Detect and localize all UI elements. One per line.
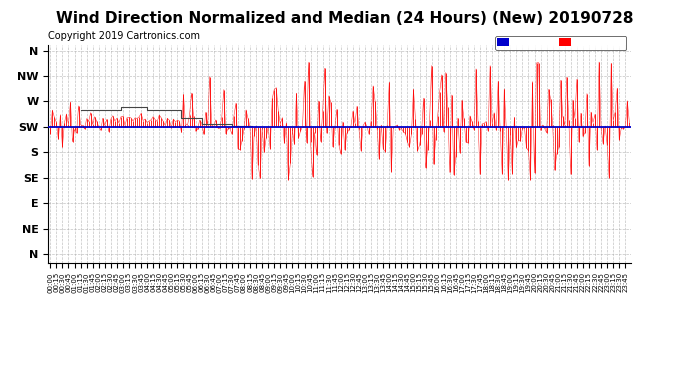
Legend: Average, Direction: Average, Direction xyxy=(495,36,627,50)
Text: Copyright 2019 Cartronics.com: Copyright 2019 Cartronics.com xyxy=(48,31,200,41)
Text: Wind Direction Normalized and Median (24 Hours) (New) 20190728: Wind Direction Normalized and Median (24… xyxy=(57,11,633,26)
